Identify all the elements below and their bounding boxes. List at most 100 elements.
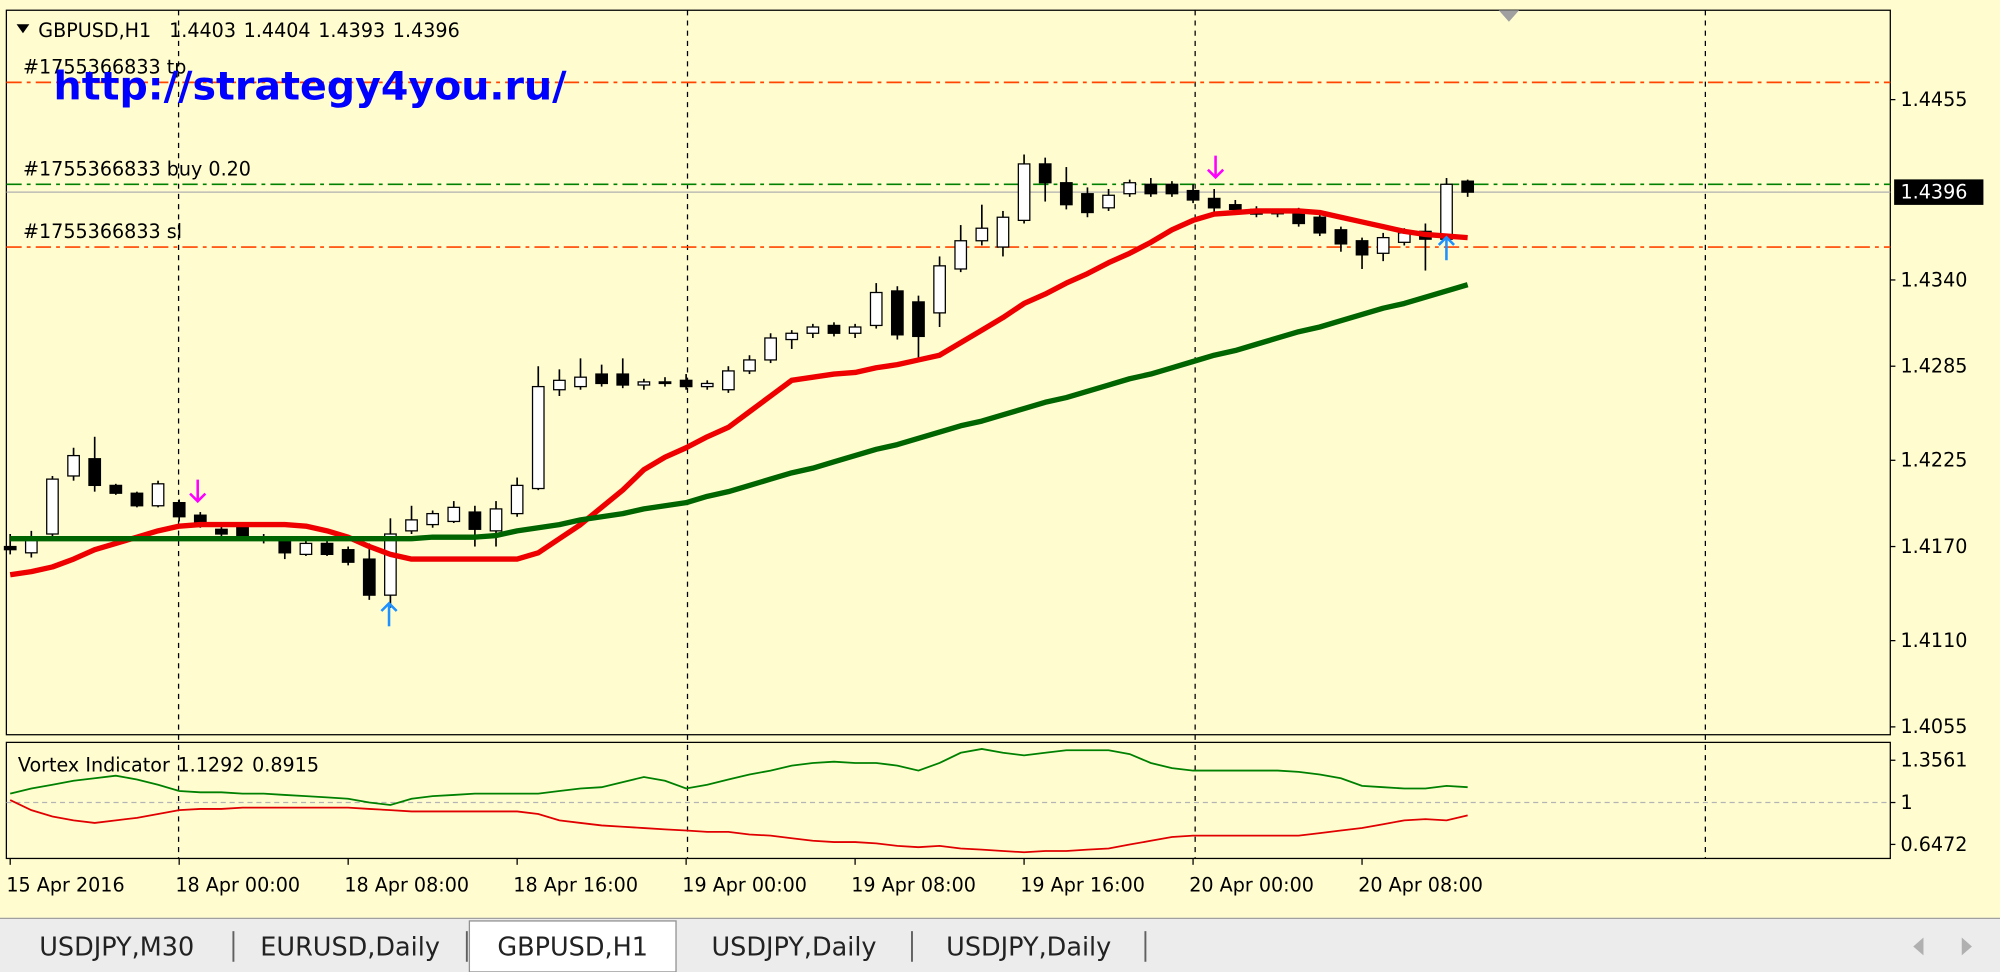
main-layer: 1.4055 1.4110 1.4170 1.4225 1.4285 1.4340 1.44… xyxy=(3,19,1984,738)
period-separators xyxy=(177,10,1706,859)
y-tick-label: 1.4055 xyxy=(1901,715,1968,738)
candle-body xyxy=(1461,180,1475,193)
candle-body xyxy=(933,265,946,314)
candle-body xyxy=(616,373,630,386)
candle-body xyxy=(1228,204,1242,211)
candle-body xyxy=(1355,240,1369,256)
tab[interactable]: USDJPY,Daily xyxy=(946,932,1111,962)
candle-body xyxy=(679,379,693,388)
candle-body xyxy=(1207,197,1221,209)
y-tick-label: 1.3561 xyxy=(1901,749,1968,772)
watermark: http://strategy4you.ru/ xyxy=(54,64,568,110)
y-tick-label: 1.4110 xyxy=(1901,629,1968,652)
candle-body xyxy=(88,458,102,487)
candle-body xyxy=(1376,236,1390,254)
candle-body xyxy=(658,381,672,385)
candle-body xyxy=(362,558,376,596)
tab[interactable]: USDJPY,Daily xyxy=(711,932,876,962)
candle-body xyxy=(384,533,397,596)
ohlc-open: 1.4403 xyxy=(169,19,236,42)
buy-arrow xyxy=(380,601,398,627)
candle-body xyxy=(1102,194,1115,209)
candle-body xyxy=(341,549,355,563)
candle-body xyxy=(405,519,418,532)
x-tick-label: 19 Apr 16:00 xyxy=(1020,874,1145,897)
candle-body xyxy=(426,512,440,526)
order-label: #1755366833 sl xyxy=(23,220,182,243)
candle-body xyxy=(1165,183,1179,195)
candle-body xyxy=(1038,163,1052,184)
tab[interactable]: EURUSD,Daily xyxy=(260,932,440,962)
candle-body xyxy=(299,542,313,556)
candle-body xyxy=(151,483,165,507)
candle-body xyxy=(827,324,841,334)
scroll-right[interactable] xyxy=(1961,937,1972,956)
y-tick-label: 1.4285 xyxy=(1901,355,1968,378)
moving-average xyxy=(9,208,1468,578)
sell-arrow xyxy=(189,479,207,504)
candle-body xyxy=(320,542,334,556)
candle-body xyxy=(975,227,989,242)
sell-arrow xyxy=(1207,155,1225,180)
y-tick-label: 1.4340 xyxy=(1901,268,1968,291)
candle-body xyxy=(1313,216,1327,234)
ohlc-high: 1.4404 xyxy=(244,19,311,42)
indicator-title: Vortex Indicator xyxy=(18,754,170,777)
tab-layer: USDJPY,M30 EURUSD,Daily GBPUSD,H1 USDJPY,Da… xyxy=(39,920,1147,972)
tab-active-bg xyxy=(468,920,677,972)
collapse-arrow[interactable] xyxy=(16,24,30,34)
x-tick-label: 15 Apr 2016 xyxy=(6,874,124,897)
x-tick-label: 18 Apr 16:00 xyxy=(513,874,638,897)
candle-body xyxy=(447,506,461,523)
candle-body xyxy=(912,301,925,338)
candle-body xyxy=(954,240,968,270)
candle-body xyxy=(3,545,17,551)
candle-body xyxy=(743,359,756,372)
order-label: #1755366833 buy 0.20 xyxy=(23,157,251,180)
y-tick-label: 1.4170 xyxy=(1901,535,1968,558)
candle-body xyxy=(637,381,651,386)
candle-body xyxy=(700,382,714,388)
candle-body xyxy=(721,370,735,391)
tab-bar xyxy=(0,918,2000,972)
ohlc-close: 1.4396 xyxy=(393,19,460,42)
y-tick-label: 1.4225 xyxy=(1901,449,1968,472)
indicator-panel xyxy=(5,741,1891,860)
candle-body xyxy=(869,291,883,327)
candle-body xyxy=(806,326,820,334)
candle-body xyxy=(489,508,503,532)
x-tick-label: 19 Apr 00:00 xyxy=(682,874,807,897)
x-tick-label: 18 Apr 08:00 xyxy=(344,874,469,897)
signal-arrows xyxy=(189,155,1455,627)
candle-body xyxy=(109,484,123,494)
x-tick-label: 20 Apr 00:00 xyxy=(1189,874,1314,897)
candle-body xyxy=(1144,183,1158,195)
y-tick-label: 0.6472 xyxy=(1901,833,1968,856)
y-tick-label: 1.4455 xyxy=(1901,88,1968,111)
candle-body xyxy=(996,216,1010,248)
candle-body xyxy=(468,511,482,530)
shift-marker xyxy=(1498,10,1520,22)
candle-body xyxy=(236,525,249,537)
candle-body xyxy=(531,385,545,490)
indicator-layer: 0.6472 1 1.3561 Vortex Indicator 1.1292 0.891… xyxy=(6,748,1968,856)
candle-body xyxy=(1059,182,1073,206)
candle-body xyxy=(46,478,59,535)
scroll-left[interactable] xyxy=(1913,937,1924,956)
ohlc-low: 1.4393 xyxy=(318,19,385,42)
symbol: GBPUSD,H1 xyxy=(38,19,151,42)
candle-body xyxy=(1081,193,1094,214)
x-tick-label: 19 Apr 08:00 xyxy=(851,874,976,897)
tab[interactable]: USDJPY,M30 xyxy=(39,932,194,962)
chart-header: GBPUSD,H1 1.4403 1.4404 1.4393 1.4396 xyxy=(38,19,459,42)
moving-average xyxy=(10,282,1469,542)
order-label: #1755366833 tp xyxy=(23,55,186,78)
main-panel xyxy=(5,9,1891,736)
candle-body xyxy=(1440,183,1453,240)
candle-body xyxy=(574,376,587,388)
candle-body xyxy=(848,326,862,334)
candle-body xyxy=(1186,189,1200,201)
tab[interactable]: GBPUSD,H1 xyxy=(497,932,648,962)
